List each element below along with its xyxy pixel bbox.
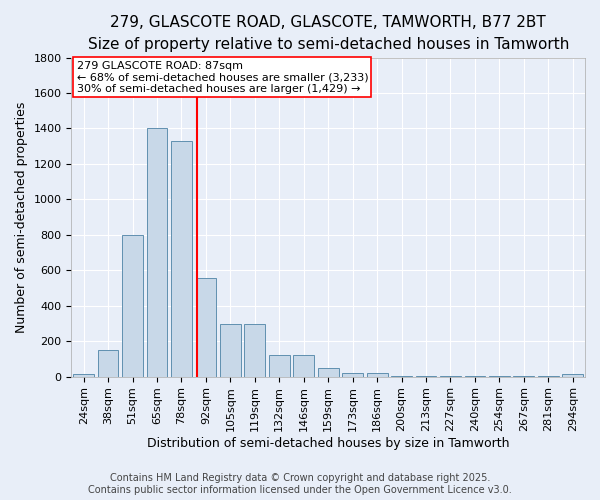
Text: 279 GLASCOTE ROAD: 87sqm
← 68% of semi-detached houses are smaller (3,233)
30% o: 279 GLASCOTE ROAD: 87sqm ← 68% of semi-d… — [77, 60, 368, 94]
X-axis label: Distribution of semi-detached houses by size in Tamworth: Distribution of semi-detached houses by … — [147, 437, 509, 450]
Y-axis label: Number of semi-detached properties: Number of semi-detached properties — [15, 102, 28, 333]
Bar — [196, 278, 217, 376]
Bar — [342, 373, 363, 376]
Bar — [146, 128, 167, 376]
Bar — [73, 374, 94, 376]
Bar — [171, 141, 192, 376]
Bar — [318, 368, 338, 376]
Bar — [367, 373, 388, 376]
Bar — [220, 324, 241, 376]
Bar — [98, 350, 118, 376]
Bar — [122, 235, 143, 376]
Bar — [244, 324, 265, 376]
Bar — [293, 356, 314, 376]
Bar — [269, 356, 290, 376]
Bar — [562, 374, 583, 376]
Text: Contains HM Land Registry data © Crown copyright and database right 2025.
Contai: Contains HM Land Registry data © Crown c… — [88, 474, 512, 495]
Title: 279, GLASCOTE ROAD, GLASCOTE, TAMWORTH, B77 2BT
Size of property relative to sem: 279, GLASCOTE ROAD, GLASCOTE, TAMWORTH, … — [88, 15, 569, 52]
